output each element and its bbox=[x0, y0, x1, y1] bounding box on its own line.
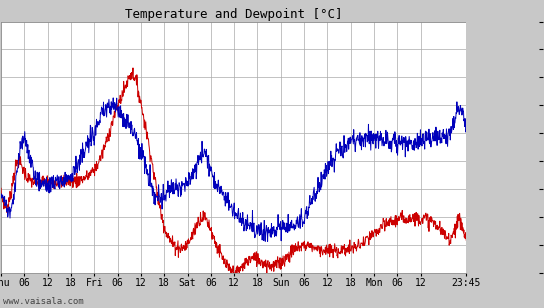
Text: www.vaisala.com: www.vaisala.com bbox=[3, 298, 83, 306]
Text: Temperature and Dewpoint [°C]: Temperature and Dewpoint [°C] bbox=[125, 8, 343, 21]
